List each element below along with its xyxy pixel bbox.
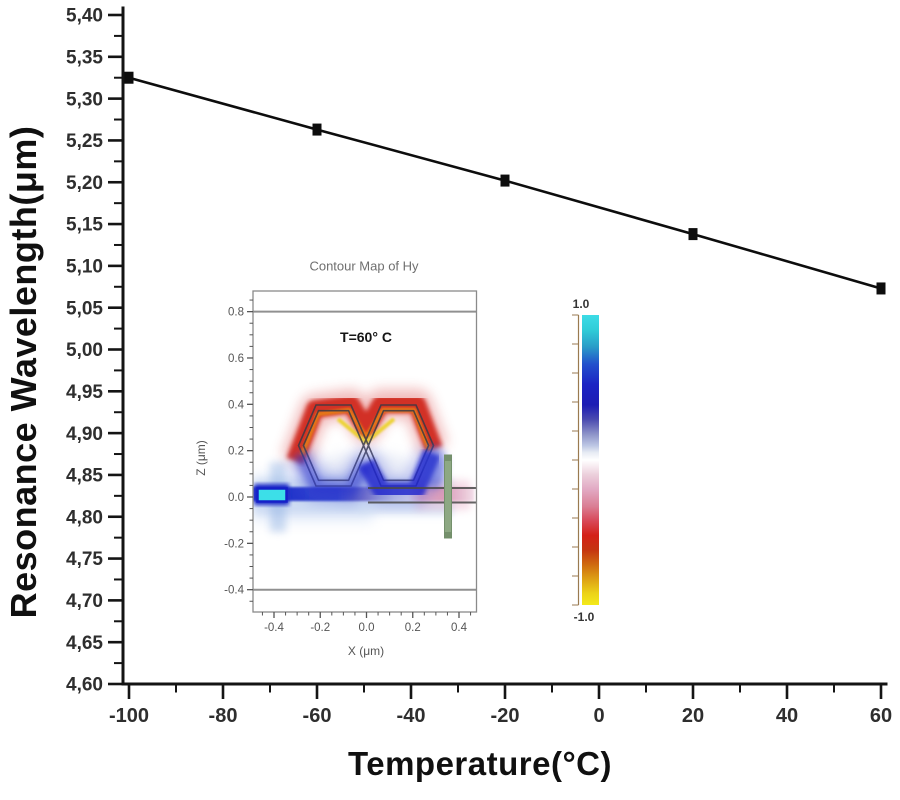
x-tick-label: -100 [109,705,149,727]
inset-x-tick-label: 0.0 [359,622,375,634]
data-point-marker [124,71,134,84]
inset-x-tick-label: 0.4 [451,622,468,634]
inset-z-tick-label: 0.6 [228,353,244,365]
colorbar-max-label: 1.0 [572,297,590,311]
y-tick-label: 5,05 [66,298,103,319]
y-tick-label: 5,30 [66,89,103,110]
inset-axes-ticks: -0.4 -0.2 0.0 0.2 0.4 0.8 0.6 0.4 0.2 0.0 -0.2 -0.4 [224,299,472,634]
y-tick-label: 4,75 [66,549,103,570]
colorbar-ticks [572,314,579,606]
inset-frame [252,290,478,613]
y-tick-label: 4,90 [66,424,103,445]
y-tick-label: 4,65 [66,633,103,654]
inset-x-axis-label: X (μm) [347,644,385,658]
x-tick-label: 60 [870,705,892,727]
y-tick-label: 4,80 [66,507,103,528]
colorbar [582,315,599,605]
inset-x-tick-label: -0.4 [264,622,284,634]
x-tick-label: 0 [593,705,604,727]
blue-field-blob [422,445,446,489]
y-tick-label: 4,85 [66,466,103,487]
x-axis-title: Temperature(°C) [348,745,612,782]
inset-annotation: T=60° C [340,329,392,345]
inset-x-tick-label: -0.2 [310,622,330,634]
x-tick-label: -20 [491,705,520,727]
x-tick-label: 20 [682,705,704,727]
data-point-marker [312,123,322,136]
y-tick-label: 5,20 [66,173,103,194]
data-point-marker [876,282,886,295]
green-bar [444,454,452,539]
x-tick-label: -40 [397,705,426,727]
green-bar-cap [444,455,452,461]
y-tick-label: 5,00 [66,340,103,361]
inset-z-tick-label: -0.4 [224,585,244,597]
y-tick-label: 5,10 [66,257,103,278]
x-tick-label: 40 [776,705,798,727]
data-point-marker [500,174,510,187]
colorbar-min-label: -1.0 [573,610,595,624]
y-tick-label: 5,35 [66,47,103,68]
x-tick-label: -80 [209,705,238,727]
inset-x-tick-label: 0.2 [405,622,421,634]
x-tick-label: -60 [303,705,332,727]
inset-z-axis-label: Z (μm) [194,440,208,476]
inset-z-tick-label: 0.8 [228,307,244,319]
inset-z-tick-label: -0.2 [224,538,244,550]
inset-title: Contour Map of Hy [309,258,419,274]
y-axis-title: Resonance Wavelength(μm) [3,125,44,619]
y-tick-label: 4,95 [66,382,103,403]
y-tick-label: 5,15 [66,215,103,236]
inset-z-tick-label: 0.2 [228,446,244,458]
y-tick-label: 4,60 [66,675,103,696]
yellow-contour-line [336,417,396,445]
y-tick-label: 5,25 [66,131,103,152]
inset-z-tick-label: 0.4 [228,399,245,411]
main-chart: 5,40 5,35 5,30 5,25 5,20 5,15 5,10 5,05 5,00 4,95… [66,6,892,727]
inset-z-tick-label: 0.0 [228,492,244,504]
green-bar-cap [444,532,452,538]
inset-contour-art [253,310,477,591]
y-tick-label: 4,70 [66,591,103,612]
data-point-marker [688,228,698,241]
waveguide-cyan-peak [256,487,288,503]
blue-field-band [293,451,373,497]
main-axes [121,6,888,686]
y-tick-label: 5,40 [66,6,103,27]
